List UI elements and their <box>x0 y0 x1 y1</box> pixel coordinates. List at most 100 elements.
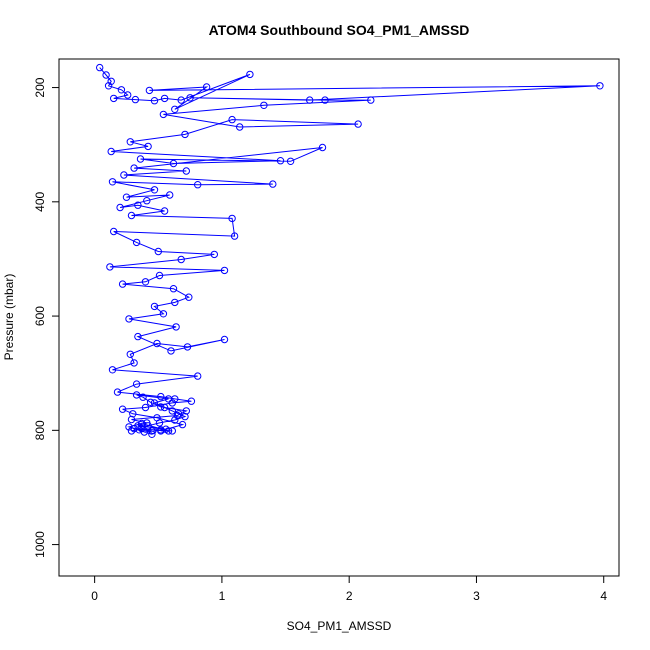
data-point <box>159 110 168 119</box>
x-tick-label: 4 <box>600 589 607 603</box>
data-point <box>172 323 180 331</box>
data-point <box>177 255 185 264</box>
data-point <box>155 271 164 280</box>
data-point <box>171 416 179 424</box>
y-tick-label: 400 <box>33 191 47 211</box>
data-point <box>124 91 132 99</box>
data-point <box>318 143 327 152</box>
data-point <box>117 86 126 94</box>
data-point <box>182 167 191 175</box>
data-point <box>596 82 604 90</box>
data-point <box>186 94 194 102</box>
data-point <box>132 380 141 388</box>
data-point <box>178 420 187 429</box>
data-point <box>127 415 136 424</box>
data-point <box>132 391 141 399</box>
data-point <box>96 63 104 72</box>
data-point <box>108 366 117 374</box>
data-point <box>131 95 140 104</box>
y-tick-label: 800 <box>33 420 47 440</box>
data-point <box>367 96 375 104</box>
x-axis-label: SO4_PM1_AMSSD <box>287 619 392 633</box>
data-point <box>194 181 202 189</box>
data-point <box>138 424 146 433</box>
x-axis: 0 1 2 3 4 <box>91 575 607 603</box>
x-tick-label: 1 <box>219 589 226 603</box>
data-point <box>174 410 183 418</box>
data-point <box>168 407 177 415</box>
data-point <box>185 293 193 301</box>
data-point <box>143 197 151 205</box>
data-point <box>167 347 175 355</box>
plot-frame <box>58 58 620 577</box>
x-tick-label: 3 <box>473 589 480 603</box>
data-point <box>162 425 170 433</box>
data-point <box>157 403 165 411</box>
data-point <box>169 159 178 168</box>
data-point <box>141 403 150 412</box>
data-point <box>127 427 136 435</box>
data-point <box>181 130 189 139</box>
data-point <box>113 388 122 396</box>
data-point <box>104 82 113 90</box>
data-point <box>130 359 138 367</box>
data-point <box>159 310 168 318</box>
data-point <box>210 250 219 259</box>
data-point <box>134 201 142 209</box>
data-point <box>153 339 161 348</box>
y-tick-label: 1000 <box>33 531 47 558</box>
data-point <box>183 343 192 351</box>
data-point <box>149 426 157 434</box>
data-point <box>160 403 169 412</box>
data-point <box>228 115 236 124</box>
data-point <box>236 123 244 131</box>
data-point <box>125 315 133 323</box>
data-point <box>321 96 329 104</box>
y-tick-label: 200 <box>33 77 47 97</box>
data-point <box>286 157 295 166</box>
data-point <box>148 430 156 438</box>
data-point <box>230 232 239 240</box>
data-point <box>136 155 145 163</box>
x-tick-label: 0 <box>91 589 98 603</box>
data-point <box>169 285 178 293</box>
data-point <box>144 422 152 430</box>
data-point <box>246 70 254 79</box>
data-point <box>166 191 174 199</box>
data-point <box>118 405 127 413</box>
data-point <box>155 419 164 427</box>
data-point <box>228 214 236 223</box>
series-line <box>99 67 600 435</box>
data-point <box>160 94 169 103</box>
data-point <box>125 423 133 431</box>
data-point <box>160 207 169 215</box>
y-axis-label: Pressure (mbar) <box>2 274 16 361</box>
data-point <box>145 86 154 95</box>
data-point <box>150 302 159 311</box>
data-point <box>181 412 189 421</box>
data-point <box>110 227 118 236</box>
y-tick-label: 600 <box>33 306 47 326</box>
data-point <box>138 419 146 428</box>
data-point <box>127 211 136 220</box>
data-point <box>132 238 141 247</box>
data-point <box>354 120 362 128</box>
x-tick-label: 2 <box>346 589 353 603</box>
data-point <box>108 178 117 186</box>
data-point <box>164 395 173 403</box>
data-point <box>141 278 150 286</box>
data-point <box>146 398 155 406</box>
data-point <box>144 142 152 151</box>
data-point <box>118 280 127 288</box>
data-point <box>269 180 277 188</box>
data-point <box>150 186 159 194</box>
data-point <box>202 83 211 91</box>
data-point <box>126 138 135 146</box>
data-point <box>102 71 110 79</box>
data-point <box>306 96 314 104</box>
data-point <box>110 94 118 103</box>
data-point <box>150 399 159 407</box>
data-point <box>171 105 179 114</box>
data-point <box>194 372 202 380</box>
